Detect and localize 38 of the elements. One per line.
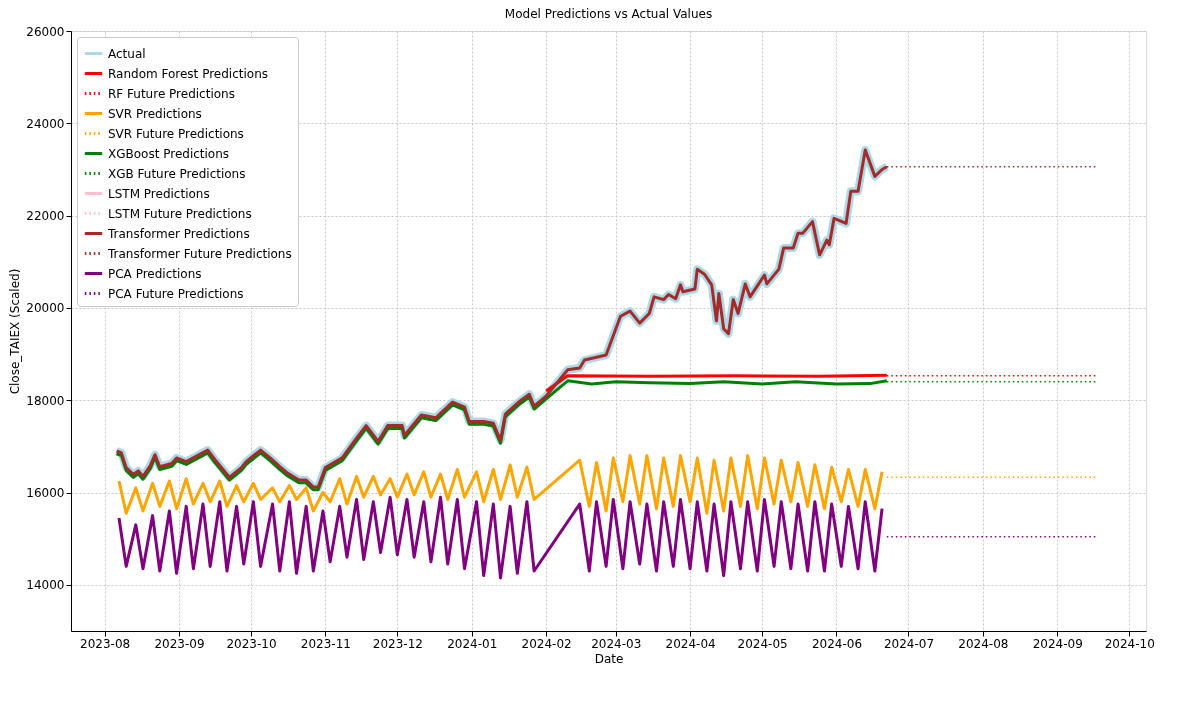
legend-label: Transformer Future Predictions <box>107 246 292 261</box>
legend-label: Transformer Predictions <box>107 226 250 241</box>
x-tick-label: 2024-06 <box>811 636 863 651</box>
y-tick-label: 22000 <box>26 209 65 224</box>
x-tick-label: 2023-09 <box>154 636 205 651</box>
y-tick-label: 14000 <box>26 578 65 593</box>
x-tick-label: 2024-10 <box>1104 636 1155 651</box>
legend-label: Actual <box>108 46 146 61</box>
y-tick-label: 20000 <box>26 301 65 316</box>
legend-label: XGBoost Predictions <box>108 146 230 161</box>
x-axis-title: Date <box>594 651 624 666</box>
y-axis-title: Close_TAIEX (Scaled) <box>8 268 23 395</box>
x-tick-label: 2024-04 <box>665 636 716 651</box>
legend-label: PCA Future Predictions <box>108 286 244 301</box>
chart-title: Model Predictions vs Actual Values <box>504 7 713 21</box>
x-tick-label: 2024-01 <box>447 636 498 651</box>
x-tick-label: 2024-08 <box>958 636 1009 651</box>
legend-label: LSTM Future Predictions <box>108 206 252 221</box>
y-tick-label: 16000 <box>26 486 65 501</box>
legend-label: XGB Future Predictions <box>108 166 246 181</box>
x-tick-label: 2024-05 <box>737 636 788 651</box>
x-tick-label: 2023-12 <box>372 636 423 651</box>
x-tick-label: 2024-03 <box>591 636 642 651</box>
legend-label: PCA Predictions <box>108 266 202 281</box>
y-tick-label: 18000 <box>26 393 65 408</box>
x-tick-label: 2023-08 <box>80 636 131 651</box>
legend-label: RF Future Predictions <box>108 86 235 101</box>
x-tick-label: 2024-09 <box>1032 636 1083 651</box>
x-tick-label: 2024-02 <box>521 636 572 651</box>
legend-label: SVR Future Predictions <box>108 126 244 141</box>
legend-label: LSTM Predictions <box>108 186 210 201</box>
x-tick-label: 2024-07 <box>883 636 935 651</box>
y-tick-label: 26000 <box>26 24 65 39</box>
y-tick-label: 24000 <box>26 116 65 131</box>
x-tick-label: 2023-11 <box>300 636 351 651</box>
x-tick-label: 2023-10 <box>226 636 277 651</box>
legend-label: Random Forest Predictions <box>108 66 269 81</box>
legend-label: SVR Predictions <box>108 106 202 121</box>
